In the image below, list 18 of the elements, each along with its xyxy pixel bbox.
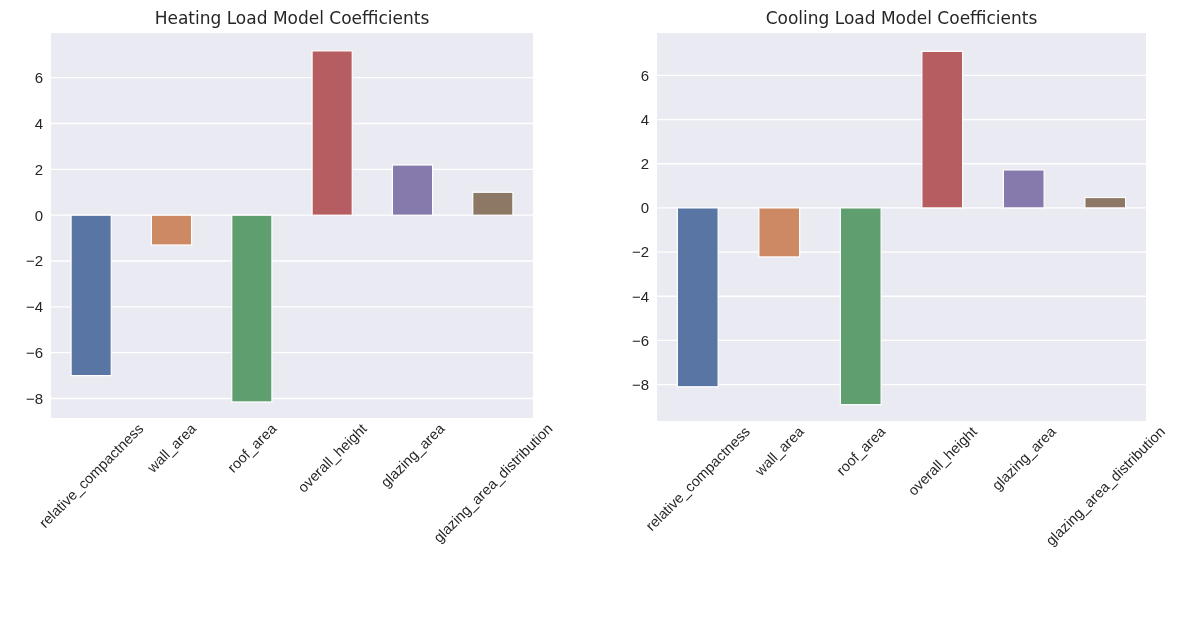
y-tick-label: −6 xyxy=(631,331,649,349)
y-tick-label: −8 xyxy=(25,389,43,407)
y-tick-label: 4 xyxy=(34,114,43,132)
chart-title: Cooling Load Model Coefficients xyxy=(765,8,1038,28)
y-tick-label: 6 xyxy=(34,68,43,86)
y-tick-label: 0 xyxy=(640,199,649,217)
y-tick-label: 4 xyxy=(640,110,649,128)
y-tick-label: 2 xyxy=(640,155,649,173)
y-tick-label: −2 xyxy=(25,252,43,270)
y-tick-label: 2 xyxy=(34,160,43,178)
y-tick-label: 6 xyxy=(640,66,649,84)
chart-title: Heating Load Model Coefficients xyxy=(154,8,430,28)
y-tick-label: −8 xyxy=(631,375,649,393)
y-tick-label: −2 xyxy=(631,243,649,261)
y-tick-label: −4 xyxy=(25,298,43,316)
y-tick-label: −4 xyxy=(631,287,649,305)
y-tick-label: −6 xyxy=(25,343,43,361)
y-tick-label: 0 xyxy=(34,206,43,224)
